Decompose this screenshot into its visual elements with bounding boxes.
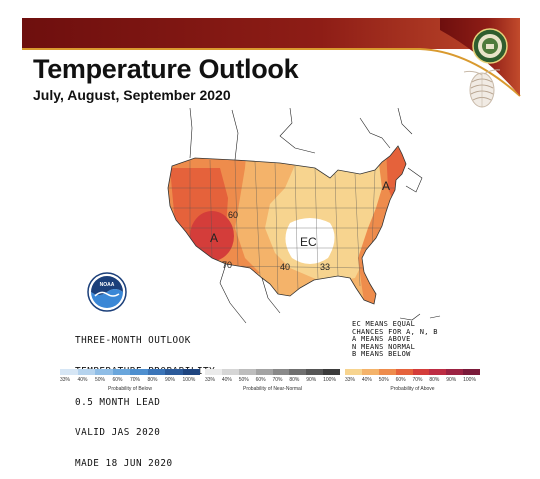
region-equal-chances: [285, 218, 335, 264]
scale-tick: 50%: [95, 377, 106, 383]
scale-tick: 60%: [395, 377, 406, 383]
pinecone-icon: [463, 69, 501, 108]
scale-swatch: [77, 369, 95, 375]
scale-tick: 100%: [463, 377, 476, 383]
scale-swatch: [165, 369, 183, 375]
scale-tick: 80%: [147, 377, 158, 383]
scale-swatch: [238, 369, 256, 375]
key-line: N MEANS NORMAL: [352, 342, 416, 351]
us-temperature-map: 60 70 40 33 A A EC: [167, 108, 441, 324]
scale-tick: 90%: [165, 377, 176, 383]
contour-label-40: 40: [280, 262, 290, 272]
key-line: EC MEANS EQUAL: [352, 320, 416, 328]
scale-swatch: [446, 369, 464, 375]
scale-swatch: [95, 369, 113, 375]
scale-tick: 80%: [289, 377, 300, 383]
neighbor-borders: [219, 263, 441, 324]
noaa-logo: NOAA: [87, 272, 127, 312]
scale-swatch: [378, 369, 396, 375]
scale-above-bar: [345, 369, 480, 375]
outlook-line: VALID JAS 2020: [75, 427, 161, 439]
scale-swatch: [361, 369, 379, 375]
scale-swatch: [429, 369, 447, 375]
scale-tick: 80%: [429, 377, 440, 383]
scale-swatch: [182, 369, 200, 375]
scale-above-caption: Probability of Above: [390, 386, 435, 392]
outlook-info: THREE-MONTH OUTLOOK TEMPERATURE PROBABIL…: [75, 316, 215, 479]
header-banner: [22, 18, 521, 118]
scale-tick: 33%: [345, 377, 356, 383]
scale-swatch: [112, 369, 130, 375]
scale-above: 33% 40% 50% 60% 70% 80% 90% 100% Probabi…: [345, 369, 480, 397]
scale-swatch: [412, 369, 430, 375]
scale-tick: 60%: [255, 377, 266, 383]
scale-tick: 100%: [323, 377, 336, 383]
outlook-line: THREE-MONTH OUTLOOK: [75, 335, 191, 347]
scale-swatch: [147, 369, 165, 375]
scale-tick: 33%: [60, 377, 71, 383]
contour-label-33: 33: [320, 262, 330, 272]
page-subtitle: July, August, September 2020: [33, 87, 231, 103]
scale-tick: 100%: [182, 377, 196, 383]
scale-tick: 50%: [238, 377, 249, 383]
scale-swatch: [205, 369, 222, 375]
scale-tick: 70%: [272, 377, 283, 383]
scale-tick: 40%: [361, 377, 372, 383]
above-label-northeast: A: [382, 179, 390, 193]
contour-label-70: 70: [222, 260, 232, 270]
scale-swatch: [323, 369, 340, 375]
region-above-50-east: [358, 146, 406, 304]
scale-swatch: [221, 369, 239, 375]
scale-tick: 70%: [412, 377, 423, 383]
scale-tick: 33%: [205, 377, 216, 383]
outlook-line: 0.5 MONTH LEAD: [75, 396, 161, 408]
canada-borders: [189, 108, 423, 193]
key-line: A MEANS ABOVE: [352, 335, 411, 344]
scale-swatch: [255, 369, 273, 375]
above-label-west: A: [210, 231, 218, 245]
scale-tick: 40%: [77, 377, 88, 383]
scale-normal: 33% 40% 50% 60% 70% 80% 90% 100% Probabi…: [205, 369, 340, 397]
scale-swatch: [306, 369, 324, 375]
scale-below: 33% 40% 50% 60% 70% 80% 90% 100% Probabi…: [60, 369, 200, 397]
us-outline: [167, 145, 407, 305]
scale-swatch: [463, 369, 480, 375]
scale-swatch: [395, 369, 413, 375]
scale-tick: 70%: [130, 377, 141, 383]
scale-tick: 50%: [378, 377, 389, 383]
scale-tick: 90%: [306, 377, 317, 383]
scale-swatch: [345, 369, 362, 375]
region-above-70: [190, 211, 234, 261]
state-borders: [168, 158, 400, 295]
contour-label-60: 60: [228, 210, 238, 220]
department-seal-icon: [472, 28, 508, 64]
key-line: B MEANS BELOW: [352, 350, 411, 359]
scale-swatch: [289, 369, 307, 375]
scale-below-bar: [60, 369, 200, 375]
ec-key: EC MEANS EQUAL CHANCES FOR A, N, B A MEA…: [352, 320, 438, 359]
scale-swatch: [130, 369, 148, 375]
scale-normal-caption: Probability of Near-Normal: [243, 386, 302, 392]
scale-tick: 60%: [112, 377, 123, 383]
page-title: Temperature Outlook: [33, 54, 299, 84]
key-line: CHANCES FOR A, N, B: [352, 327, 438, 336]
scale-below-caption: Probability of Below: [108, 386, 152, 392]
scale-normal-bar: [205, 369, 340, 375]
equal-chances-label: EC: [300, 235, 317, 249]
svg-text:NOAA: NOAA: [100, 282, 115, 288]
scale-swatch: [272, 369, 290, 375]
scale-tick: 90%: [446, 377, 457, 383]
outlook-line: MADE 18 JUN 2020: [75, 457, 173, 469]
scale-swatch: [60, 369, 78, 375]
scale-tick: 40%: [221, 377, 232, 383]
